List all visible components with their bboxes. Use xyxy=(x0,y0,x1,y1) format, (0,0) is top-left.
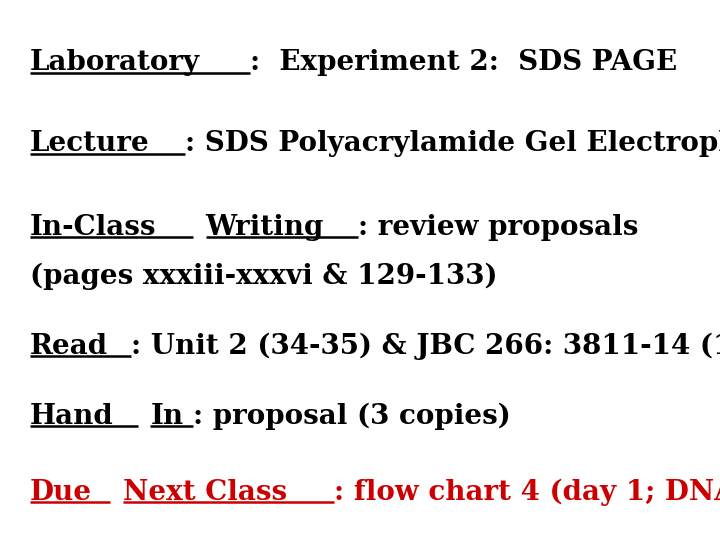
Text: Due: Due xyxy=(30,478,92,505)
Text: Lecture: Lecture xyxy=(30,130,150,157)
Text: (pages xxxiii-xxxvi & 129-133): (pages xxxiii-xxxvi & 129-133) xyxy=(30,262,498,289)
Text: Next Class: Next Class xyxy=(122,478,287,505)
Text: In: In xyxy=(150,403,184,430)
Text: In-Class: In-Class xyxy=(30,214,156,241)
Text: Hand: Hand xyxy=(30,403,114,430)
Text: :  Experiment 2:  SDS PAGE: : Experiment 2: SDS PAGE xyxy=(250,49,677,76)
Text: Read: Read xyxy=(30,333,108,360)
Text: Writing: Writing xyxy=(206,214,324,241)
Text: : proposal (3 copies): : proposal (3 copies) xyxy=(193,402,511,430)
Text: : flow chart 4 (day 1; DNA extract): : flow chart 4 (day 1; DNA extract) xyxy=(334,478,720,505)
Text: : Unit 2 (34-35) & JBC 266: 3811-14 (1991): : Unit 2 (34-35) & JBC 266: 3811-14 (199… xyxy=(131,332,720,360)
Text: Laboratory: Laboratory xyxy=(30,49,200,76)
Text: : review proposals: : review proposals xyxy=(359,214,639,241)
Text: : SDS Polyacrylamide Gel Electrophoresis: : SDS Polyacrylamide Gel Electrophoresis xyxy=(184,130,720,157)
